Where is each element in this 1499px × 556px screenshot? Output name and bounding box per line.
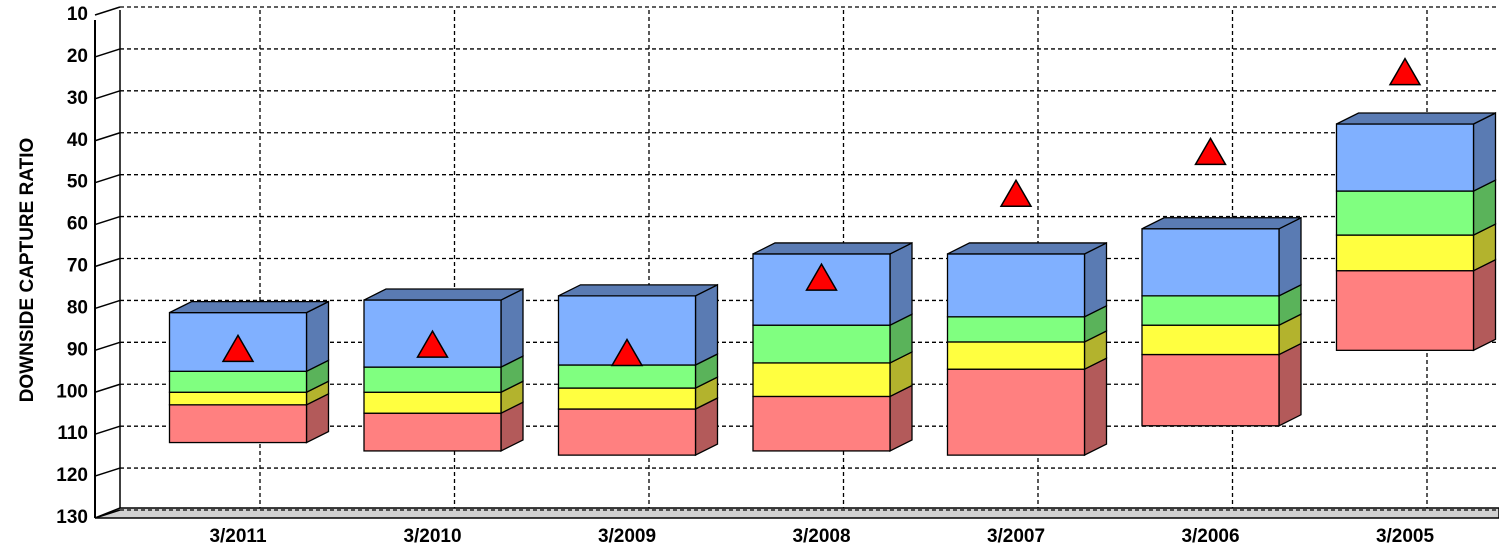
bar-segment [557,408,697,456]
bar-top [558,284,718,297]
bar-segment [557,364,697,389]
y-tick [94,215,121,226]
x-tick-label: 3/2005 [1376,526,1435,547]
marker [416,329,449,358]
y-axis-title: DOWNSIDE CAPTURE RATIO [17,138,38,403]
x-tick-label: 3/2007 [987,526,1045,547]
bar-segment [1335,123,1475,192]
marker [1194,136,1227,166]
bar-side [1083,357,1108,457]
bar-segment [752,324,891,364]
bar-top [363,288,524,301]
x-tick-label: 3/2008 [792,526,850,547]
marker [1388,57,1422,86]
bar-segment [168,391,308,406]
y-tick [94,6,121,16]
y-tick-label: 60 [67,214,88,235]
bar-segment [1335,270,1475,351]
bar-segment [168,404,308,444]
bar-segment [1141,228,1280,297]
y-tick-label: 70 [67,256,88,277]
bar-segment [1141,295,1280,326]
bar-segment [1335,190,1475,236]
bar-segment [946,316,1086,343]
y-tick [94,467,121,477]
bar-top [169,300,329,314]
y-tick-label: 50 [67,172,88,193]
bar-segment [946,341,1086,370]
bar-side [889,241,913,327]
y-tick-label: 10 [67,4,88,25]
marker [999,178,1033,207]
bar-segment [752,362,891,398]
y-tick-label: 80 [67,297,88,318]
x-tick-label: 3/2009 [598,526,656,547]
bar-segment [1141,324,1280,356]
bar-top [752,242,913,255]
bar-segment [363,366,502,393]
y-tick [94,425,121,435]
y-tick [94,90,121,100]
bar-segment [168,370,308,393]
bar-top [1336,112,1496,125]
bar-segment [946,368,1086,456]
y-tick-label: 30 [67,88,88,109]
x-tick-label: 3/2006 [1181,526,1239,547]
y-tick [94,173,121,184]
y-tick-label: 110 [57,423,88,444]
y-tick [94,383,121,393]
bar-segment [752,395,891,452]
bar-side [1278,342,1302,427]
y-tick [94,257,121,268]
marker [805,262,838,291]
bar-side [694,283,719,367]
bar-segment [363,412,502,452]
y-tick-label: 100 [56,381,88,402]
bar-segment [946,253,1086,318]
y-tick [94,48,121,58]
bar-segment [557,387,697,410]
y-tick-label: 130 [56,507,88,528]
y-tick [94,341,121,352]
bar-side [305,300,330,373]
y-tick-label: 90 [67,339,88,360]
bar-side [1278,216,1302,297]
y-tick [94,132,121,142]
bar-top [947,242,1107,255]
bar-top [1141,217,1302,230]
bar-segment [1141,353,1280,427]
bar-side [1083,241,1108,318]
marker [221,333,255,363]
y-tick-label: 120 [56,465,88,486]
x-tick-label: 3/2010 [403,526,461,547]
y-tick [94,299,121,310]
bar-segment [363,391,502,414]
bar-side [1472,258,1497,352]
x-tick-label: 3/2011 [209,526,266,547]
y-tick-label: 40 [67,130,88,151]
bar-segment [1335,234,1475,272]
bar-side [500,287,524,369]
y-tick-label: 20 [67,46,88,67]
marker [610,338,644,367]
bar-side [1472,111,1497,193]
y-tick [94,509,121,519]
